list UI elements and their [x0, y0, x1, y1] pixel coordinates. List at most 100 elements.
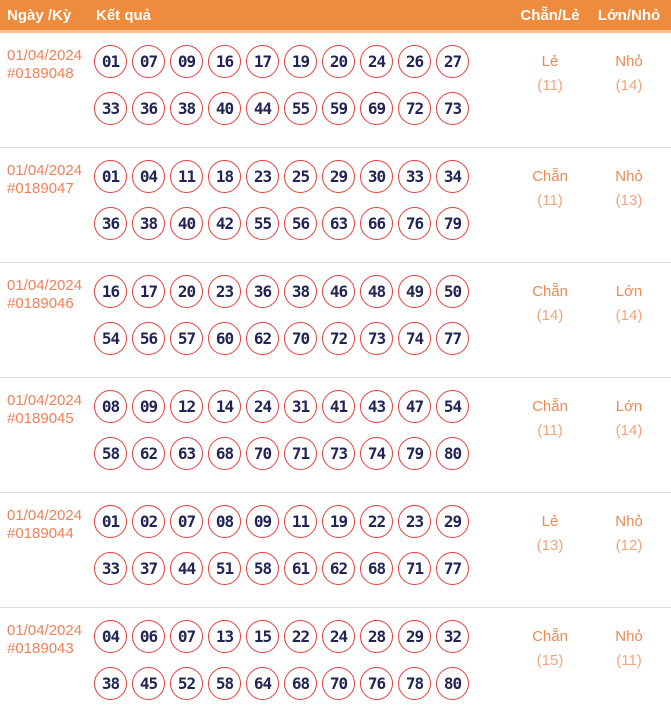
parity-cell: Chẵn (11): [505, 390, 595, 470]
number-ball: 41: [322, 390, 355, 423]
row-draw-id: #0189043: [7, 640, 74, 657]
numbers-cell: 01 07 09 16 17 19 20 24 26 27 33 36 38 40 44 55 59 69 72 7…: [88, 45, 505, 125]
number-ball: 62: [132, 437, 165, 470]
number-ball: 11: [170, 160, 203, 193]
ball-lines: 01 07 09 16 17 19 20 24 26 27 33 36 38 40 44 55 59 69 72 7…: [88, 45, 505, 125]
number-ball: 06: [132, 620, 165, 653]
number-ball: 16: [208, 45, 241, 78]
draw-info-cell: 01/04/2024 #0189047: [0, 160, 88, 240]
number-ball: 36: [94, 207, 127, 240]
row-draw-id: #0189048: [7, 65, 74, 82]
row-date: 01/04/2024: [7, 622, 83, 639]
number-ball: 28: [360, 620, 393, 653]
number-ball: 04: [94, 620, 127, 653]
size-count: (11): [616, 652, 642, 669]
number-ball: 24: [360, 45, 393, 78]
size-count: (14): [615, 422, 643, 439]
header-parity-col: Chẵn/Lẻ: [520, 6, 580, 24]
number-ball: 07: [170, 505, 203, 538]
numbers-cell: 01 04 11 18 23 25 29 30 33 34 36 38 40 42 55 56 63 66 76 7…: [88, 160, 505, 240]
parity-count: (13): [536, 537, 564, 554]
ball-lines: 16 17 20 23 36 38 46 48 49 50 54 56 57 60 62 70 72 73 74 7…: [88, 275, 505, 355]
number-ball: 02: [132, 505, 165, 538]
number-ball: 58: [208, 667, 241, 700]
number-ball: 64: [246, 667, 279, 700]
number-ball: 22: [360, 505, 393, 538]
size-count: (13): [615, 192, 643, 209]
number-ball: 46: [322, 275, 355, 308]
number-ball: 19: [322, 505, 355, 538]
number-ball: 76: [360, 667, 393, 700]
number-ball: 01: [94, 505, 127, 538]
number-ball: 73: [436, 92, 469, 125]
number-ball: 69: [360, 92, 393, 125]
number-ball: 73: [322, 437, 355, 470]
ball-lines: 04 06 07 13 15 22 24 28 29 32 38 45 52 58 64 68 70 76 78 8…: [88, 620, 505, 700]
number-ball: 25: [284, 160, 317, 193]
parity-value: Chẵn: [532, 628, 568, 645]
number-ball: 78: [398, 667, 431, 700]
size-value: Lớn: [615, 283, 643, 300]
number-ball: 24: [322, 620, 355, 653]
number-ball: 68: [208, 437, 241, 470]
parity-cell: Lẻ (13): [505, 505, 595, 585]
ball-line: 01 02 07 08 09 11 19 22 23 29: [94, 505, 505, 538]
parity-cell: Chẵn (15): [505, 620, 595, 700]
number-ball: 55: [246, 207, 279, 240]
number-ball: 17: [132, 275, 165, 308]
number-ball: 23: [398, 505, 431, 538]
number-ball: 38: [170, 92, 203, 125]
number-ball: 66: [360, 207, 393, 240]
number-ball: 56: [132, 322, 165, 355]
number-ball: 50: [436, 275, 469, 308]
size-count: (14): [615, 307, 643, 324]
size-count: (14): [615, 77, 643, 94]
number-ball: 16: [94, 275, 127, 308]
row-date: 01/04/2024: [7, 277, 83, 294]
number-ball: 63: [170, 437, 203, 470]
table-header: Ngày /Kỳ Kết quả Chẵn/Lẻ Lớn/Nhỏ: [0, 0, 671, 33]
number-ball: 12: [170, 390, 203, 423]
number-ball: 57: [170, 322, 203, 355]
number-ball: 73: [360, 322, 393, 355]
number-ball: 27: [436, 45, 469, 78]
number-ball: 32: [436, 620, 469, 653]
parity-value: Chẵn: [532, 283, 568, 300]
number-ball: 61: [284, 552, 317, 585]
number-ball: 38: [132, 207, 165, 240]
number-ball: 17: [246, 45, 279, 78]
ball-line: 36 38 40 42 55 56 63 66 76 79: [94, 207, 505, 240]
number-ball: 54: [436, 390, 469, 423]
row-date: 01/04/2024: [7, 392, 83, 409]
results-body: 01/04/2024 #0189048 01 07 09 16 17 19 20 24 26 27…: [0, 33, 671, 718]
size-cell: Lớn (14): [595, 275, 663, 355]
parity-count: (11): [537, 192, 563, 209]
numbers-cell: 08 09 12 14 24 31 41 43 47 54 58 62 63 68 70 71 73 74 79 8…: [88, 390, 505, 470]
size-cell: Nhỏ (11): [595, 620, 663, 700]
results-row: 01/04/2024 #0189048 01 07 09 16 17 19 20 24 26 27…: [0, 33, 671, 148]
number-ball: 42: [208, 207, 241, 240]
row-draw-id: #0189046: [7, 295, 74, 312]
number-ball: 23: [246, 160, 279, 193]
ball-lines: 08 09 12 14 24 31 41 43 47 54 58 62 63 68 70 71 73 74 79 8…: [88, 390, 505, 470]
number-ball: 33: [398, 160, 431, 193]
number-ball: 72: [398, 92, 431, 125]
results-row: 01/04/2024 #0189046 16 17 20 23 36 38 46 48 49 50…: [0, 263, 671, 378]
number-ball: 07: [170, 620, 203, 653]
row-draw-id: #0189045: [7, 410, 74, 427]
number-ball: 52: [170, 667, 203, 700]
size-value: Nhỏ: [615, 628, 643, 645]
number-ball: 31: [284, 390, 317, 423]
draw-info-cell: 01/04/2024 #0189044: [0, 505, 88, 585]
number-ball: 48: [360, 275, 393, 308]
number-ball: 68: [360, 552, 393, 585]
number-ball: 43: [360, 390, 393, 423]
size-count: (12): [615, 537, 643, 554]
number-ball: 70: [284, 322, 317, 355]
results-row: 01/04/2024 #0189044 01 02 07 08 09 11 19 22 23 29…: [0, 493, 671, 608]
number-ball: 79: [398, 437, 431, 470]
number-ball: 09: [170, 45, 203, 78]
ball-line: 33 37 44 51 58 61 62 68 71 77: [94, 552, 505, 585]
number-ball: 09: [132, 390, 165, 423]
